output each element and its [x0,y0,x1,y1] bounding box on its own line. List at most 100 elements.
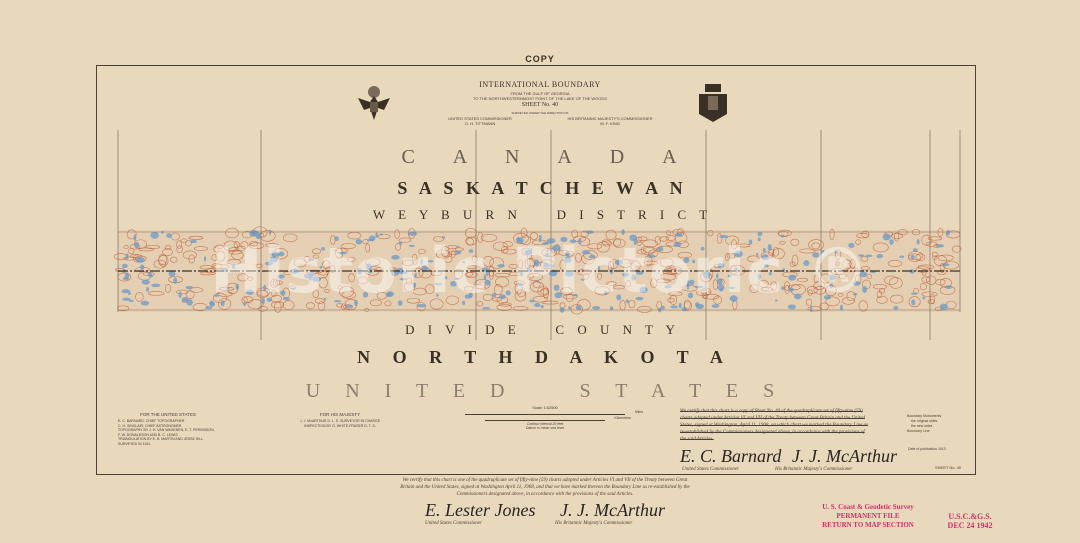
contour-line [283,233,298,243]
lake [481,307,491,310]
contour-line [233,241,240,249]
lake [412,282,417,289]
lake [291,287,296,290]
lake [151,283,161,288]
contour-line [463,286,474,292]
contour-line [829,228,835,240]
lake [588,254,596,259]
contour-line [282,300,295,310]
br-credits: FOR HIS MAJESTY J. J. McARTHUR D. L. S. … [290,412,390,428]
contour-line [180,238,188,243]
contour-line [625,280,632,287]
contour-line [926,241,938,247]
contour-line [147,291,165,296]
lake [145,286,150,292]
contour-line [364,257,381,267]
lake [173,277,178,284]
contour-line [665,230,671,236]
contour-line [489,257,504,269]
contour-line [716,233,723,244]
lake [939,303,948,311]
contour-line [527,272,534,279]
lake [675,232,683,237]
legend: Boundary Monuments the original sides th… [907,414,941,434]
contour-line [858,300,868,312]
lake [812,252,820,258]
contour-line [464,227,477,238]
contour-line [636,236,643,243]
lake [436,293,439,297]
contour-line [605,229,617,240]
map-title: INTERNATIONAL BOUNDARY [479,80,601,89]
lake [719,234,729,239]
contour-line [724,253,730,261]
contour-line [542,300,559,305]
contour-line [540,288,549,295]
lake [442,235,446,239]
lake [232,263,236,269]
lake [889,239,894,245]
contour-line [406,277,413,285]
lake [775,299,778,302]
contour-line [247,276,254,281]
contour-line [429,298,444,310]
contour-line [512,306,529,311]
contour-line [642,246,657,254]
contour-line [480,233,498,242]
contour-line [939,262,945,274]
contour-line [837,293,844,297]
contour-line [225,227,239,239]
lake [209,300,215,306]
contour-line [418,249,426,255]
contour-line [272,279,281,287]
contour-line [370,299,382,307]
lake [916,239,920,245]
british-royal-arms-icon [699,84,727,122]
contour-line [659,257,674,268]
lake [125,253,129,260]
lake [629,234,638,242]
contour-line [212,292,228,303]
contour-line [761,286,769,291]
contour-line [215,250,226,262]
credit-line: TOPOGRAPHY BY J. H. VAN WAGENEN, E. T. P… [118,428,215,432]
contour-line [643,260,659,266]
contour-line [789,261,796,267]
lake [414,272,417,278]
lake [681,307,688,312]
contour-line [638,236,648,241]
lake [859,271,868,278]
lake [366,263,372,270]
contour-line [613,285,625,290]
lake [220,300,225,307]
lake [839,304,843,311]
title-line2: TO THE NORTHWESTERNMOST POINT OF THE LAK… [473,96,607,101]
lake [524,249,533,255]
lake [695,303,704,310]
contour-line [123,256,137,261]
lake [534,302,541,308]
us-signature-2: E. C. Barnard [680,446,782,466]
lake [820,249,825,254]
lake [483,274,487,281]
contour-line [513,232,529,245]
contour-line [223,240,238,252]
lake [544,252,550,258]
lake [277,274,285,279]
contour-line [580,230,589,238]
contour-line [808,239,825,251]
contour-line [322,260,331,269]
contour-line [799,248,816,254]
us-commissioner-label: United States Commissioner [425,521,482,526]
lake [121,263,128,269]
contour-line [517,288,526,298]
lake [936,244,945,248]
lake [185,285,194,290]
contour-line [158,253,168,266]
lake [678,302,682,309]
credit-line: E. C. BARNARD, CHIEF TOPOGRAPHER [118,419,185,423]
contour-line [665,235,677,241]
contour-line [562,294,578,300]
lake [764,264,770,268]
contour-line [185,290,195,300]
